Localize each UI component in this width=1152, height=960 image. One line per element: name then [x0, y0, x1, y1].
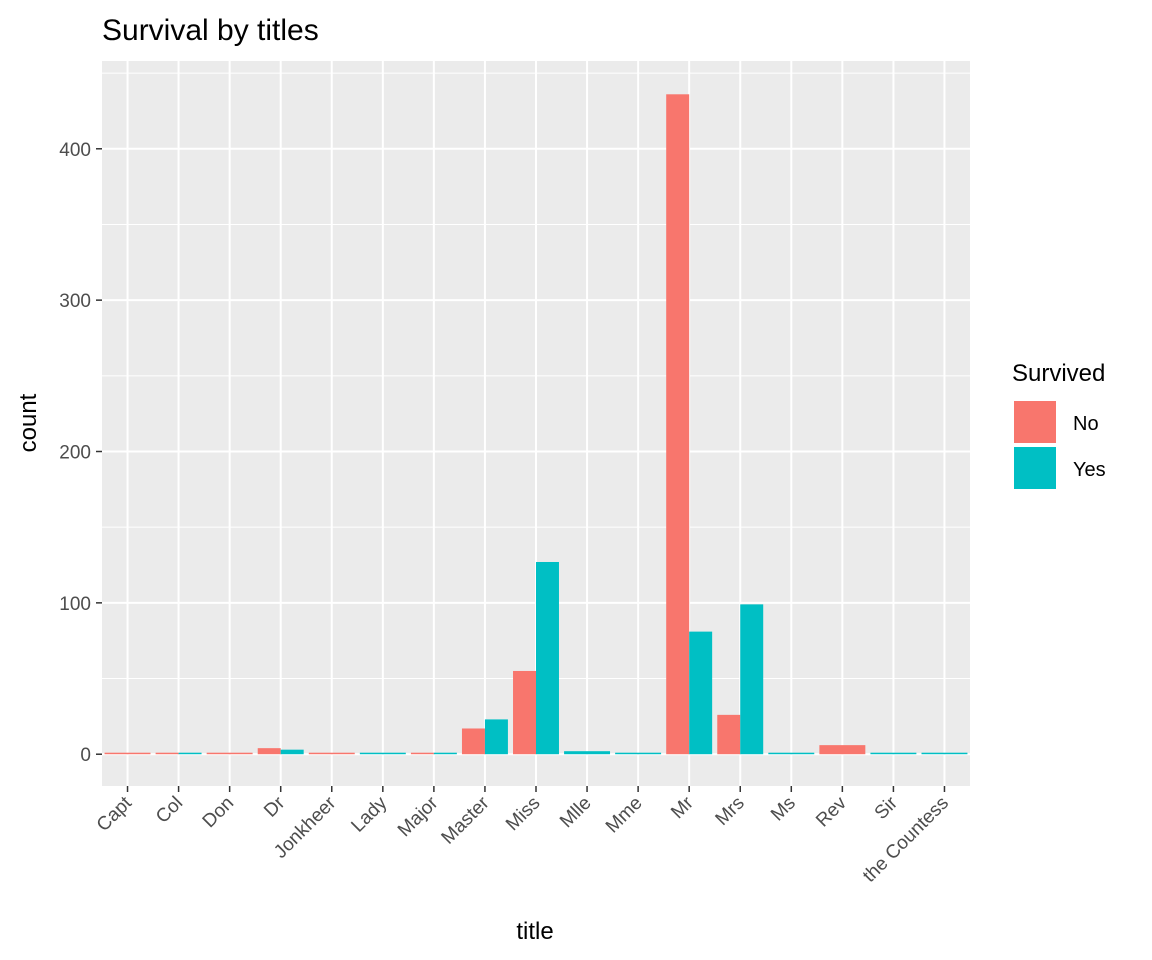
- bar: [819, 745, 866, 755]
- bar: [615, 752, 662, 755]
- x-tick-label: Major: [394, 792, 443, 841]
- bar: [257, 748, 281, 755]
- legend-swatch: [1014, 401, 1056, 443]
- bar: [740, 604, 764, 755]
- legend-label: Yes: [1073, 459, 1106, 481]
- legend-swatch: [1014, 447, 1056, 489]
- x-tick-label: Rev: [812, 792, 851, 831]
- bar: [178, 752, 202, 755]
- bar: [410, 752, 434, 755]
- x-tick-label: Capt: [93, 792, 137, 836]
- bar: [461, 728, 485, 755]
- bar: [104, 752, 151, 755]
- x-tick-label: Master: [438, 792, 494, 848]
- bar: [536, 561, 559, 755]
- bar: [717, 714, 741, 755]
- bar: [513, 670, 536, 755]
- x-tick-label: Mme: [602, 793, 647, 838]
- bar: [870, 752, 917, 755]
- bar: [921, 752, 968, 755]
- chart-title: Survival by titles: [102, 14, 319, 47]
- x-tick-label: Ms: [767, 793, 800, 826]
- bar: [280, 749, 304, 755]
- bar: [308, 752, 355, 755]
- y-tick-label: 400: [59, 140, 91, 161]
- legend-label: No: [1073, 413, 1099, 435]
- y-tick-label: 200: [59, 443, 91, 464]
- x-tick-label: Lady: [347, 792, 391, 836]
- bar: [433, 752, 457, 755]
- x-tick-label: Mlle: [556, 793, 595, 832]
- y-tick-label: 300: [59, 291, 91, 312]
- bar: [359, 752, 406, 755]
- legend-title: Survived: [1012, 360, 1105, 387]
- bar: [206, 752, 253, 755]
- bar: [666, 94, 690, 755]
- legend: Survived No Yes: [1012, 360, 1106, 489]
- y-axis-title: count: [15, 393, 42, 452]
- bar: [689, 631, 713, 755]
- y-axis: 0 100 200 300 400: [59, 140, 102, 766]
- x-tick-label: Miss: [502, 793, 544, 835]
- x-tick-label: Dr: [260, 792, 290, 822]
- bar: [564, 751, 611, 755]
- x-axis-title: title: [516, 918, 553, 945]
- bars: [104, 94, 968, 755]
- bar: [768, 752, 815, 755]
- x-tick-label: Sir: [871, 792, 903, 824]
- x-tick-label: Don: [199, 793, 238, 832]
- y-tick-label: 0: [80, 745, 91, 766]
- x-tick-label: Col: [152, 793, 187, 828]
- y-tick-label: 100: [59, 594, 91, 615]
- x-tick-label: Mr: [667, 792, 698, 823]
- bar: [155, 752, 179, 755]
- bar: [484, 719, 508, 755]
- x-tick-label: Mrs: [712, 793, 749, 830]
